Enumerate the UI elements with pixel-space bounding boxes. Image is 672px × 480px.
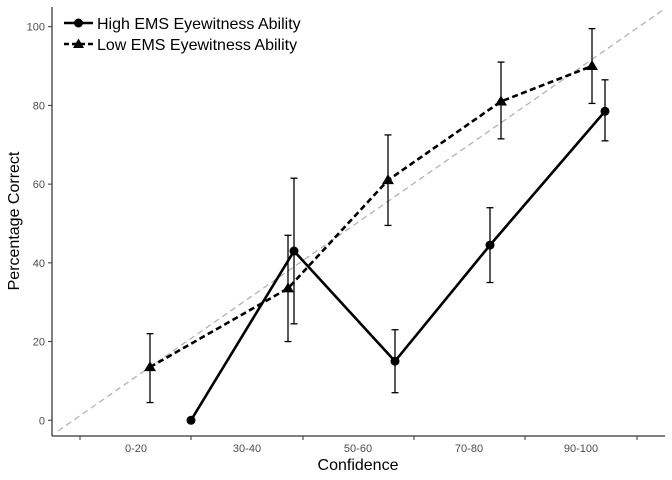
data-point-triangle xyxy=(282,282,294,293)
x-tick-label: 70-80 xyxy=(455,443,483,455)
legend-marker-high xyxy=(74,18,83,28)
x-tick-label: 0-20 xyxy=(125,443,147,455)
x-tick-label: 50-60 xyxy=(344,443,372,455)
y-tick-label: 40 xyxy=(33,258,45,270)
axis-titles: Confidence Percentage Correct xyxy=(6,151,399,474)
data-point-circle xyxy=(485,240,495,250)
y-axis-title: Percentage Correct xyxy=(6,151,23,290)
series-high xyxy=(186,79,610,425)
y-tick-label: 20 xyxy=(33,337,45,349)
axes-layer xyxy=(51,7,665,437)
data-point-triangle xyxy=(144,361,156,372)
legend: High EMS Eyewitness Ability Low EMS Eyew… xyxy=(64,16,301,54)
legend-item-low: Low EMS Eyewitness Ability xyxy=(64,37,297,54)
data-point-circle xyxy=(289,246,299,256)
data-point-triangle xyxy=(382,174,394,185)
x-tick-label: 30-40 xyxy=(233,443,261,455)
data-point-triangle xyxy=(495,95,507,106)
legend-label-low: Low EMS Eyewitness Ability xyxy=(97,37,297,54)
series-layer xyxy=(144,27,610,425)
data-point-triangle xyxy=(586,60,598,71)
series-low xyxy=(144,27,598,404)
ticks-layer: 0 20 40 60 80 100 0-20 30-40 50-60 70-80 90-100 xyxy=(27,22,638,455)
legend-item-high: High EMS Eyewitness Ability xyxy=(64,16,301,33)
series-line xyxy=(149,64,593,369)
y-tick-label: 0 xyxy=(39,415,45,427)
y-tick-label: 60 xyxy=(33,179,45,191)
legend-label-high: High EMS Eyewitness Ability xyxy=(97,16,301,33)
y-tick-label: 80 xyxy=(33,100,45,112)
legend-marker-low xyxy=(73,38,84,48)
y-tick-label: 100 xyxy=(27,22,45,34)
x-tick-label: 90-100 xyxy=(564,443,598,455)
data-point-circle xyxy=(600,106,610,116)
data-point-circle xyxy=(186,415,196,425)
x-axis-title: Confidence xyxy=(318,457,399,474)
series-line xyxy=(189,110,606,421)
data-point-circle xyxy=(390,356,400,366)
